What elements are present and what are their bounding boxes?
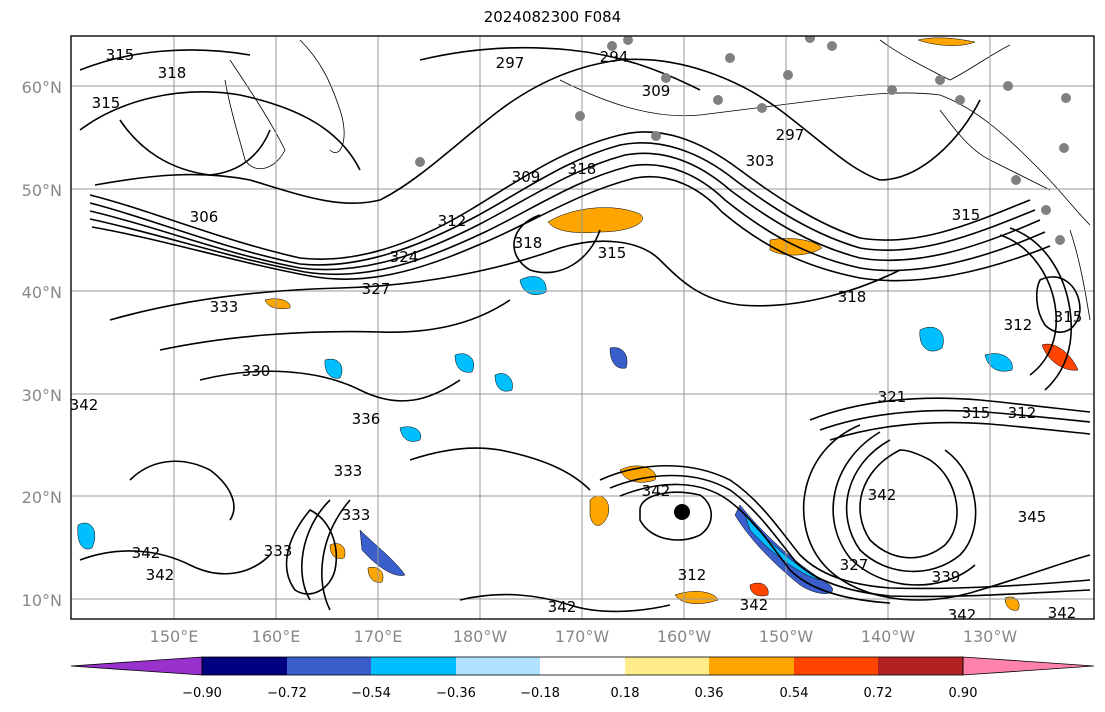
lon-label: 180°W <box>453 627 508 646</box>
colorbar-tick: 0.54 <box>780 686 809 701</box>
contour-label: 315 <box>106 46 135 64</box>
theta-contours <box>79 46 1091 613</box>
storm-center-marker <box>674 504 690 520</box>
contour-label: 327 <box>840 556 869 574</box>
lon-label: 170°W <box>555 627 610 646</box>
colorbar-segment <box>709 657 794 675</box>
lon-label: 150°W <box>759 627 814 646</box>
contour-label: 333 <box>342 506 371 524</box>
contour-label: 330 <box>242 362 271 380</box>
colorbar-segment <box>371 657 456 675</box>
colorbar-segment <box>540 657 625 675</box>
colorbar-segment <box>287 657 371 675</box>
contour-label: 342 <box>70 396 99 414</box>
contour-label: 342 <box>132 544 161 562</box>
lat-label: 20°N <box>22 488 62 507</box>
colorbar: −0.90 −0.72 −0.54 −0.36 −0.18 0.18 0.36 … <box>70 656 1095 701</box>
contour-labels: 315 318 315 297 294 309 297 303 309 318 … <box>70 46 1083 624</box>
contour-label: 315 <box>1054 308 1083 326</box>
colorbar-tick: 0.90 <box>949 686 978 701</box>
lat-label: 10°N <box>22 591 62 610</box>
contour-label: 324 <box>390 248 419 266</box>
lon-label: 130°W <box>963 627 1018 646</box>
lon-label: 150°E <box>150 627 199 646</box>
colorbar-tick: −0.36 <box>436 686 476 701</box>
lat-label: 50°N <box>22 181 62 200</box>
contour-label: 306 <box>190 208 219 226</box>
contour-label: 312 <box>678 566 707 584</box>
contour-label: 297 <box>496 54 525 72</box>
contour-label: 333 <box>210 298 239 316</box>
station-markers <box>415 36 1071 245</box>
colorbar-extend-left <box>70 656 203 676</box>
contour-label: 312 <box>1004 316 1033 334</box>
lon-label: 140°W <box>861 627 916 646</box>
lat-label: 30°N <box>22 386 62 405</box>
contour-label: 342 <box>948 606 977 624</box>
lat-label: 40°N <box>22 283 62 302</box>
colorbar-ticks: −0.90 −0.72 −0.54 −0.36 −0.18 0.18 0.36 … <box>182 686 977 701</box>
longitude-labels: 150°E 160°E 170°E 180°W 170°W 160°W 150°… <box>150 627 1018 646</box>
colorbar-tick: 0.72 <box>864 686 893 701</box>
contour-label: 315 <box>92 94 121 112</box>
map-title: 2024082300 F084 <box>483 8 622 26</box>
contour-label: 312 <box>1008 404 1037 422</box>
contour-label: 342 <box>868 486 897 504</box>
colorbar-segment <box>625 657 709 675</box>
contour-label: 315 <box>962 404 991 422</box>
lon-label: 170°E <box>354 627 403 646</box>
colorbar-extend-right <box>962 656 1095 676</box>
lon-label: 160°E <box>252 627 301 646</box>
colorbar-tick: 0.18 <box>611 686 640 701</box>
contour-label: 342 <box>548 598 577 616</box>
colorbar-segment <box>456 657 540 675</box>
contour-label: 321 <box>878 388 907 406</box>
colorbar-tick: −0.72 <box>267 686 307 701</box>
contour-label: 315 <box>598 244 627 262</box>
latitude-labels: 10°N 20°N 30°N 40°N 50°N 60°N <box>22 78 62 610</box>
colorbar-tick: −0.90 <box>182 686 222 701</box>
contour-label: 342 <box>1048 604 1077 622</box>
contour-label: 333 <box>334 462 363 480</box>
contour-label: 318 <box>568 160 597 178</box>
colorbar-tick: −0.54 <box>351 686 391 701</box>
contour-label: 345 <box>1018 508 1047 526</box>
contour-label: 309 <box>642 82 671 100</box>
contour-label: 342 <box>146 566 175 584</box>
contour-label: 333 <box>264 542 293 560</box>
contour-label: 309 <box>512 168 541 186</box>
contour-label: 318 <box>158 64 187 82</box>
colorbar-segment <box>202 657 287 675</box>
contour-label: 339 <box>932 568 961 586</box>
colorbar-segment <box>794 657 878 675</box>
contour-label: 342 <box>740 596 769 614</box>
lat-label: 60°N <box>22 78 62 97</box>
contour-label: 297 <box>776 126 805 144</box>
graticule <box>71 36 1094 619</box>
contour-label: 342 <box>642 482 671 500</box>
contour-label: 327 <box>362 280 391 298</box>
colorbar-tick: −0.18 <box>520 686 560 701</box>
contour-label: 303 <box>746 152 775 170</box>
contour-label: 312 <box>438 212 467 230</box>
contour-label: 318 <box>838 288 867 306</box>
contour-label: 294 <box>600 48 629 66</box>
colorbar-tick: 0.36 <box>695 686 724 701</box>
contour-label: 315 <box>952 206 981 224</box>
contour-label: 318 <box>514 234 543 252</box>
colorbar-segment <box>878 657 963 675</box>
contour-label: 336 <box>352 410 381 428</box>
lon-label: 160°W <box>657 627 712 646</box>
